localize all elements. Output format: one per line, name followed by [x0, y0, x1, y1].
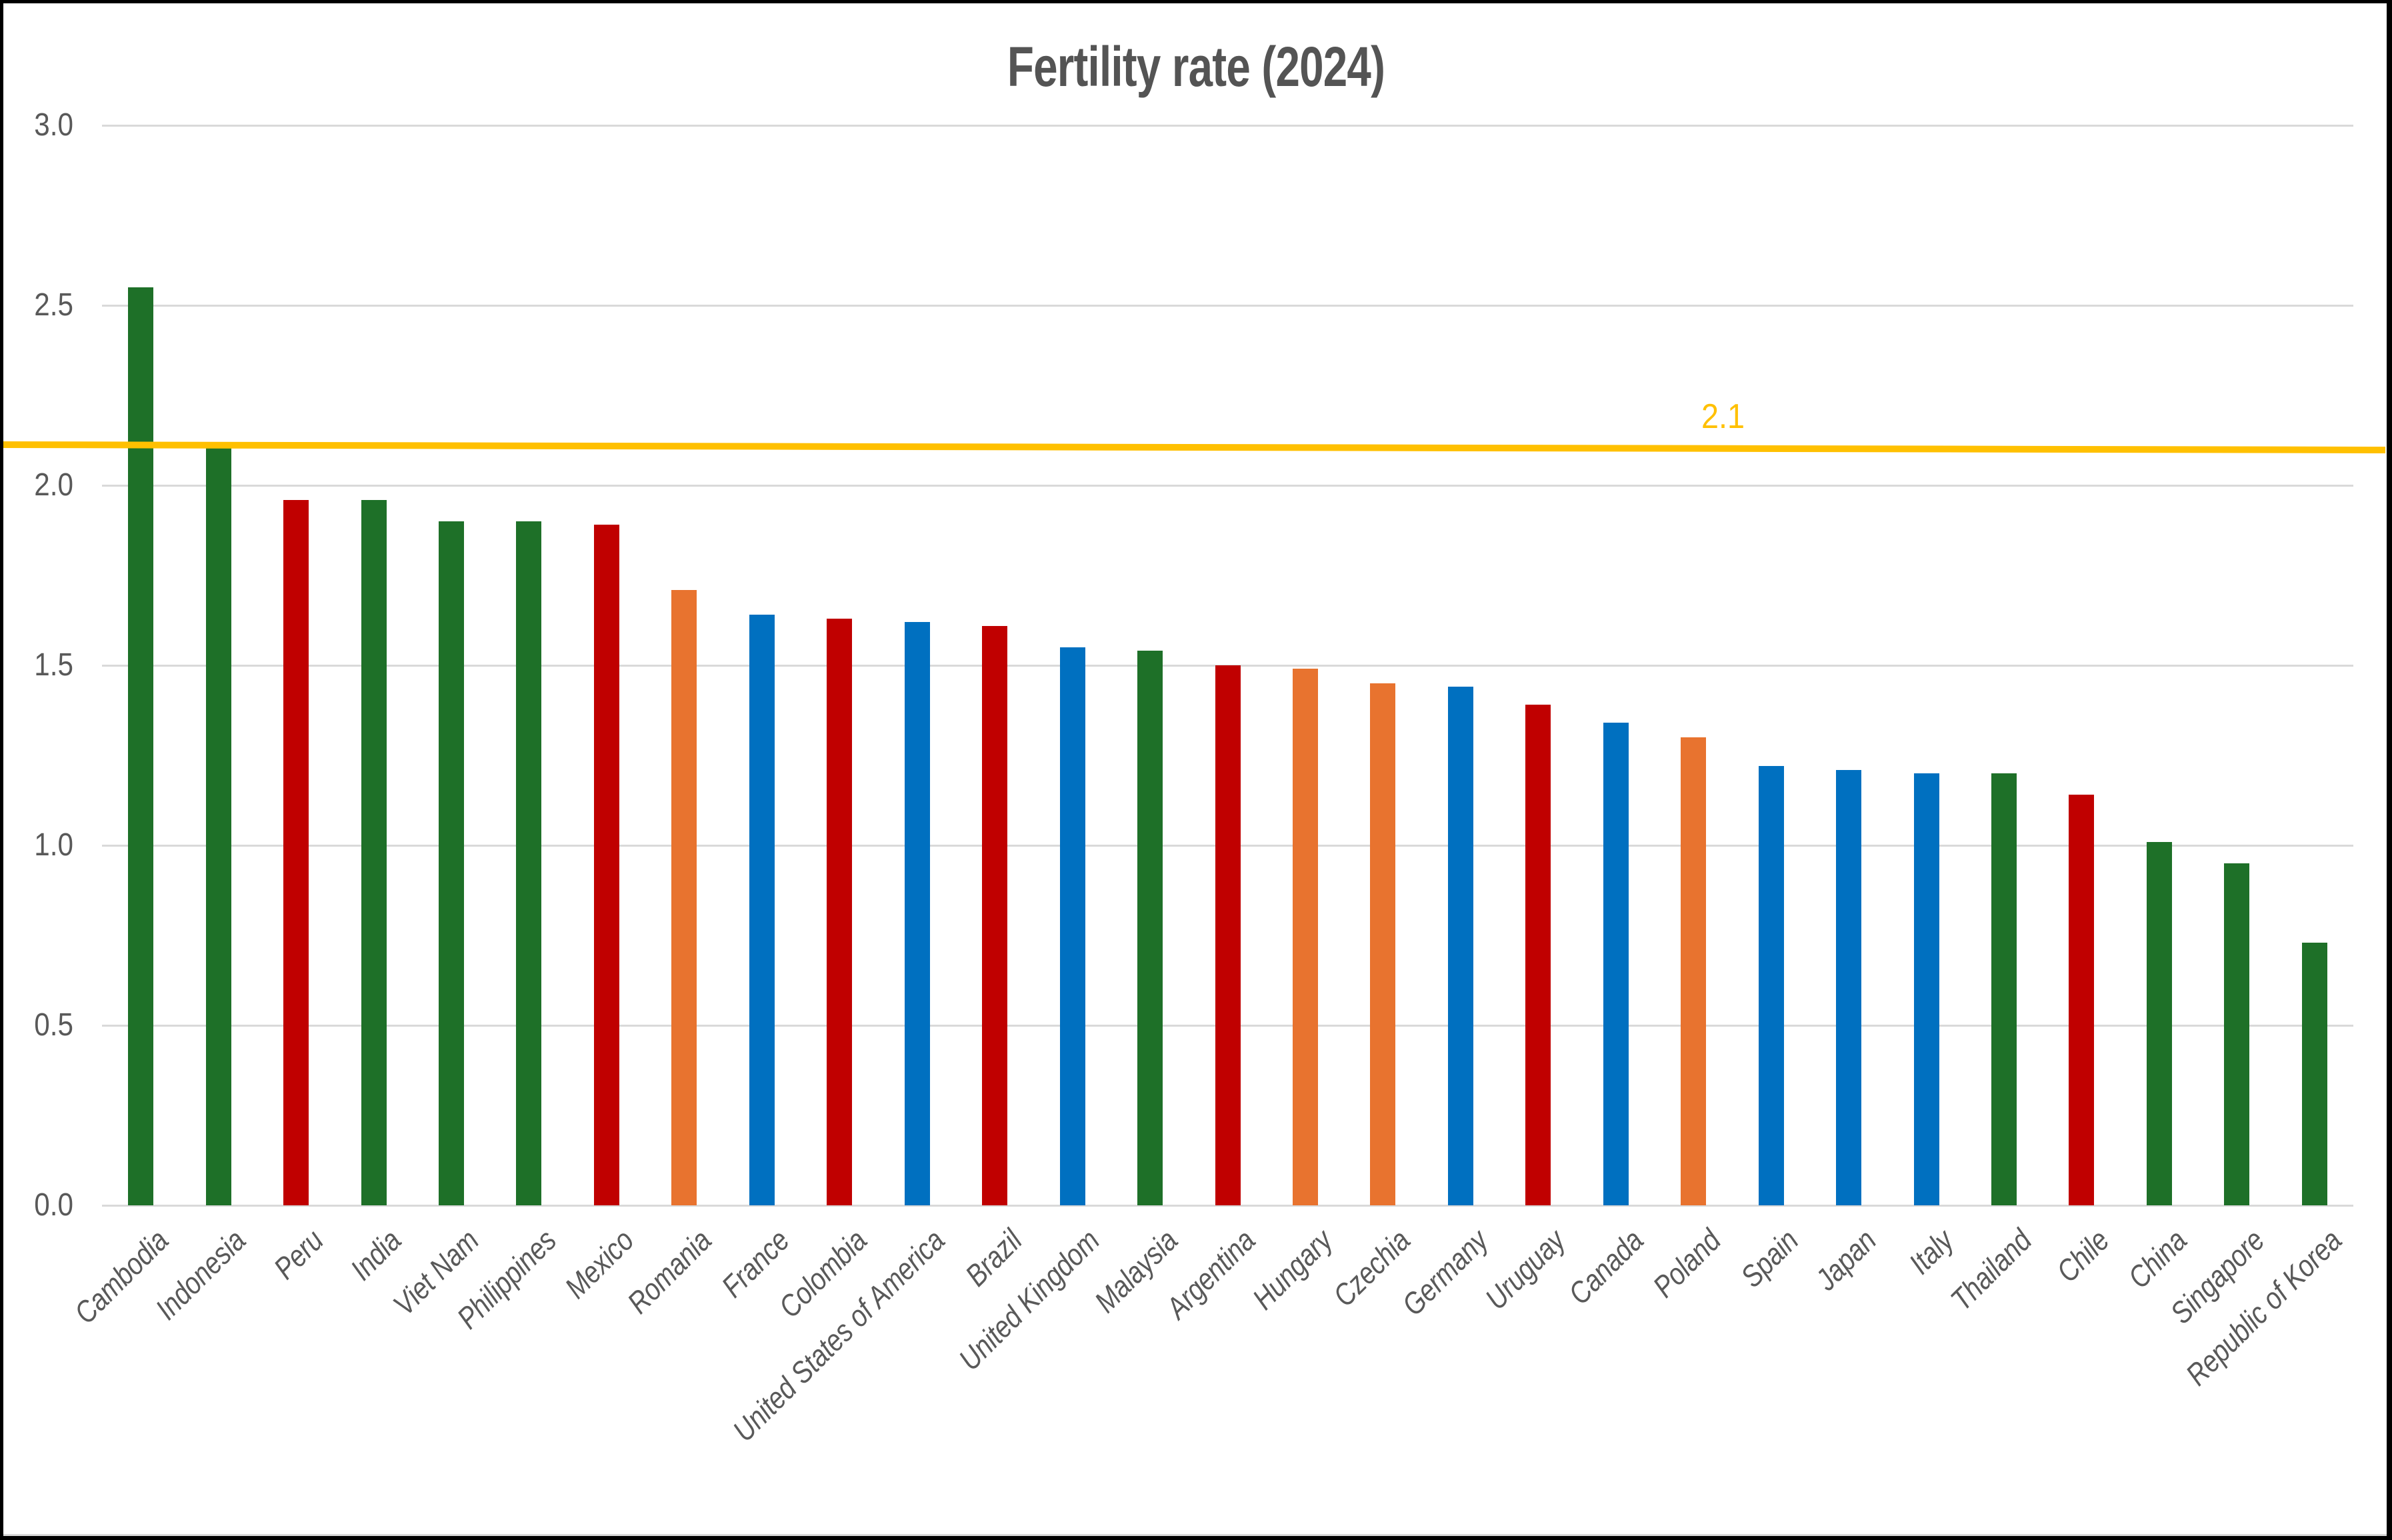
bar-canada: [1603, 723, 1629, 1205]
bar-colombia: [827, 618, 853, 1205]
bar-united-kingdom: [1059, 647, 1085, 1205]
bar-czechia: [1370, 683, 1396, 1205]
gridline-0.0: [102, 1204, 2353, 1207]
replacement-level-label: 2.1: [1701, 397, 1745, 436]
bar-china: [2146, 841, 2172, 1205]
bar-poland: [1681, 737, 1707, 1205]
bar-peru: [283, 499, 309, 1205]
y-axis-tick-3.0: 3.0: [34, 107, 73, 143]
bar-cambodia: [128, 287, 154, 1205]
bar-malaysia: [1137, 651, 1163, 1205]
y-axis-tick-2.0: 2.0: [34, 467, 73, 503]
bar-hungary: [1292, 669, 1318, 1205]
border-right: [2387, 0, 2392, 1540]
gridline-2.5: [102, 304, 2353, 307]
border-bottom: [0, 1536, 2392, 1540]
bar-republic-of-korea: [2301, 942, 2327, 1205]
bar-france: [749, 615, 775, 1205]
bar-japan: [1836, 769, 1862, 1205]
chart-title: Fertility rate (2024): [1007, 35, 1385, 98]
y-axis-tick-1.0: 1.0: [34, 827, 73, 863]
bar-brazil: [982, 625, 1008, 1205]
bar-chile: [2069, 795, 2095, 1205]
border-left: [0, 0, 3, 1540]
bar-indonesia: [205, 445, 231, 1205]
bar-romania: [671, 589, 697, 1205]
bar-mexico: [593, 525, 619, 1205]
y-axis-tick-0.0: 0.0: [34, 1187, 73, 1223]
bar-italy: [1913, 773, 1939, 1205]
bar-india: [361, 499, 387, 1205]
bar-philippines: [516, 521, 542, 1205]
bar-singapore: [2224, 863, 2250, 1205]
y-axis-tick-1.5: 1.5: [34, 647, 73, 683]
bar-viet-nam: [439, 521, 465, 1205]
bar-united-states-of-america: [904, 622, 930, 1205]
bar-thailand: [1991, 773, 2017, 1205]
gridline-3.0: [102, 124, 2353, 127]
bar-germany: [1447, 687, 1473, 1205]
y-axis-tick-0.5: 0.5: [34, 1007, 73, 1043]
y-axis-tick-2.5: 2.5: [34, 287, 73, 323]
bar-uruguay: [1525, 705, 1551, 1205]
bar-spain: [1758, 766, 1784, 1205]
bar-argentina: [1215, 665, 1241, 1205]
gridline-2.0: [102, 484, 2353, 487]
border-top: [0, 0, 2392, 3]
